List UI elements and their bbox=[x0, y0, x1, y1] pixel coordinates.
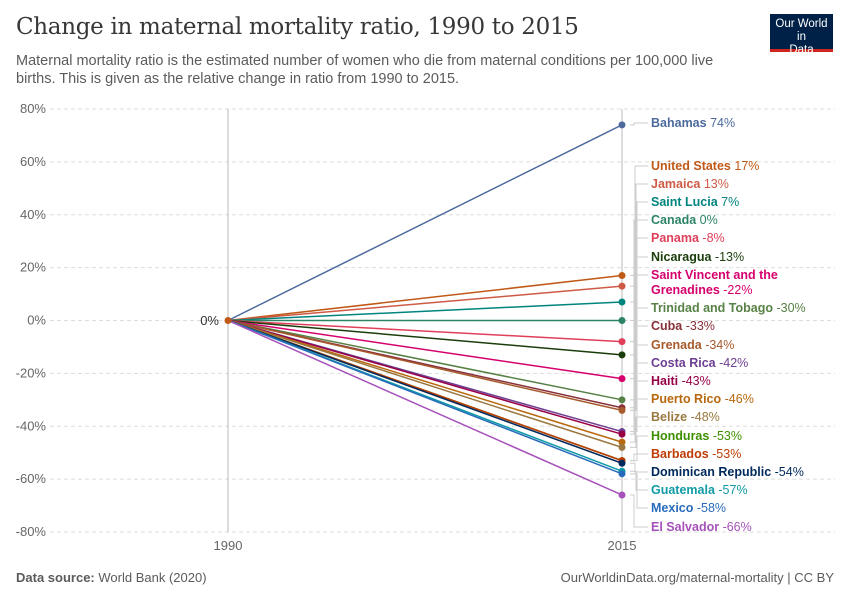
start-point bbox=[224, 317, 232, 324]
y-tick-label: -40% bbox=[16, 418, 47, 433]
end-point bbox=[618, 298, 626, 306]
chart-subtitle: Maternal mortality ratio is the estimate… bbox=[16, 53, 714, 87]
end-point bbox=[618, 443, 626, 451]
series-line bbox=[227, 274, 623, 322]
series-label[interactable]: Mexico -58% bbox=[651, 501, 726, 515]
source-label: Data source: bbox=[16, 570, 95, 585]
series-label[interactable]: Panama -8% bbox=[651, 231, 725, 245]
y-tick-label: -80% bbox=[16, 524, 47, 539]
label-connector bbox=[630, 398, 648, 443]
label-connector bbox=[630, 473, 648, 509]
y-tick-label: 20% bbox=[20, 260, 46, 275]
end-point bbox=[618, 430, 626, 438]
series-label[interactable]: Jamaica 13% bbox=[651, 177, 729, 191]
series-line bbox=[227, 319, 623, 412]
label-connector bbox=[630, 416, 648, 448]
series-label[interactable]: Cuba -33% bbox=[651, 319, 715, 333]
end-point bbox=[618, 121, 626, 129]
series-label[interactable]: Honduras -53% bbox=[651, 429, 742, 443]
series-label[interactable]: Trinidad and Tobago -30% bbox=[651, 301, 806, 315]
series-label[interactable]: Barbados -53% bbox=[651, 447, 741, 461]
series-line bbox=[227, 319, 623, 401]
end-point bbox=[618, 438, 626, 446]
series-label[interactable]: Grenada -34% bbox=[651, 338, 734, 352]
y-tick-label: 0% bbox=[27, 313, 46, 328]
series-line bbox=[227, 319, 623, 380]
end-point bbox=[618, 375, 626, 383]
label-connector bbox=[630, 494, 648, 528]
series-label[interactable]: Saint Lucia 7% bbox=[651, 195, 739, 209]
end-point bbox=[618, 470, 626, 478]
label-connector bbox=[630, 256, 648, 356]
source-value: World Bank (2020) bbox=[98, 570, 207, 585]
end-point bbox=[618, 459, 626, 467]
y-tick-label: 60% bbox=[20, 154, 46, 169]
series-line bbox=[227, 319, 623, 435]
end-point bbox=[618, 406, 626, 414]
label-connector bbox=[630, 307, 648, 401]
series-label[interactable]: Bahamas 74% bbox=[651, 116, 735, 130]
end-point bbox=[618, 351, 626, 359]
y-tick-label: -60% bbox=[16, 471, 47, 486]
series-label[interactable]: Belize -48% bbox=[651, 410, 720, 424]
label-connector bbox=[630, 344, 648, 411]
source-url[interactable]: OurWorldinData.org/maternal-mortality | … bbox=[560, 570, 834, 585]
label-connector bbox=[630, 165, 648, 277]
series-line bbox=[227, 301, 623, 322]
series-line bbox=[227, 319, 623, 464]
end-point bbox=[618, 317, 626, 324]
start-value-label: 0% bbox=[200, 313, 219, 328]
series-label[interactable]: Costa Rica -42% bbox=[651, 356, 748, 370]
series-label[interactable]: Saint Vincent and the Grenadines -22% bbox=[651, 268, 778, 297]
series-label[interactable]: Nicaragua -13% bbox=[651, 250, 744, 264]
label-connector bbox=[630, 183, 648, 287]
chart-title: Change in maternal mortality ratio, 1990… bbox=[16, 14, 579, 40]
series-label[interactable]: El Salvador -66% bbox=[651, 520, 752, 534]
end-point bbox=[618, 396, 626, 404]
label-connector bbox=[630, 237, 648, 343]
series-line bbox=[227, 319, 623, 475]
y-tick-label: 80% bbox=[20, 101, 46, 116]
label-connector bbox=[630, 219, 648, 321]
series-label[interactable]: Canada 0% bbox=[651, 213, 718, 227]
label-connector bbox=[630, 453, 648, 462]
y-tick-label: 40% bbox=[20, 207, 46, 222]
series-line bbox=[227, 319, 623, 356]
series-line bbox=[227, 319, 623, 443]
series-line bbox=[227, 319, 623, 343]
series-line bbox=[227, 319, 623, 449]
end-point bbox=[618, 272, 626, 280]
label-connector bbox=[630, 201, 648, 303]
series-label[interactable]: Guatemala -57% bbox=[651, 483, 748, 497]
end-point bbox=[618, 338, 626, 346]
label-connector bbox=[630, 435, 648, 462]
series-line bbox=[227, 319, 623, 496]
label-connector bbox=[630, 462, 648, 473]
end-point bbox=[618, 491, 626, 499]
end-point bbox=[618, 282, 626, 290]
y-tick-label: -20% bbox=[16, 365, 47, 380]
series-line bbox=[227, 124, 623, 322]
series-label[interactable]: Dominican Republic -54% bbox=[651, 465, 804, 479]
data-source: Data source: World Bank (2020) bbox=[16, 570, 207, 585]
x-tick-label: 1990 bbox=[214, 538, 243, 553]
series-label[interactable]: Puerto Rico -46% bbox=[651, 392, 754, 406]
series-line bbox=[227, 285, 623, 322]
series-label[interactable]: Haiti -43% bbox=[651, 374, 711, 388]
series-label[interactable]: United States 17% bbox=[651, 159, 759, 173]
label-connector bbox=[630, 325, 648, 409]
label-connector bbox=[630, 122, 648, 126]
label-connector bbox=[630, 380, 648, 435]
label-connector bbox=[630, 470, 648, 491]
owid-logo[interactable]: Our World in Data bbox=[770, 14, 833, 56]
x-tick-label: 2015 bbox=[608, 538, 637, 553]
